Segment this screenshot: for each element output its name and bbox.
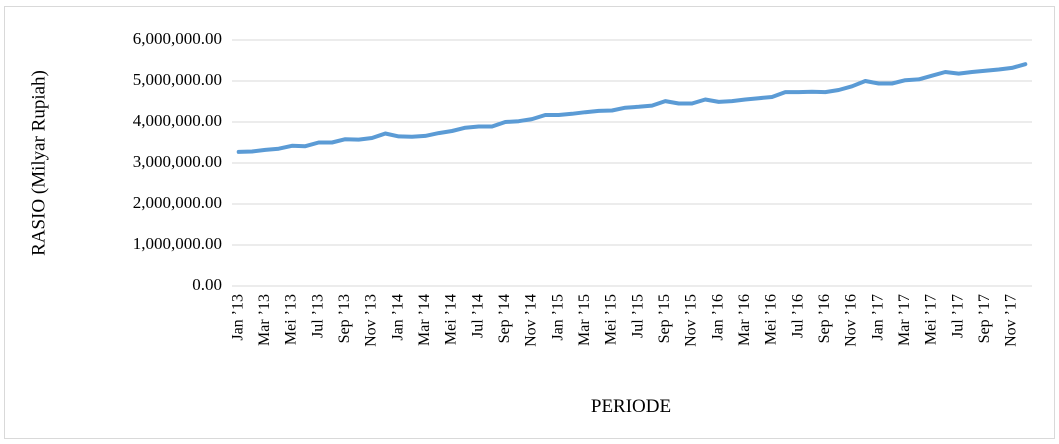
x-tick-label: Jul ’14 [469,294,486,338]
x-tick-label: Sep ’15 [656,294,673,343]
x-tick-label: Mar ’17 [896,294,913,346]
data-line [236,62,1028,154]
x-tick-label: Sep ’13 [336,294,353,343]
y-tick-label: 5,000,000.00 [133,70,222,89]
x-tick-label: Jan ’16 [709,294,726,341]
x-tick-label: Nov ’15 [683,294,700,347]
x-tick-label: Sep ’16 [816,294,833,343]
x-tick-label: Jul ’16 [789,294,806,338]
y-tick-label: 3,000,000.00 [133,152,222,171]
x-tick-label: Sep ’17 [976,294,993,343]
x-tick-label: Sep ’14 [496,294,513,343]
y-tick-label: 2,000,000.00 [133,193,222,212]
y-tick-label: 4,000,000.00 [133,111,222,130]
x-tick-label: Nov ’13 [363,294,380,347]
x-tick-label: Mar ’15 [576,294,593,346]
x-tick-label: Mei ’16 [763,294,780,345]
x-tick-label: Jan ’14 [389,294,406,341]
x-tick-label: Nov ’14 [523,294,540,347]
x-tick-label: Nov ’16 [843,294,860,347]
x-tick-label: Mei ’17 [923,294,940,345]
x-tick-label: Mei ’15 [603,294,620,345]
x-tick-label: Jul ’13 [309,294,326,338]
x-tick-label: Mar ’16 [736,294,753,346]
x-tick-label: Mar ’13 [256,294,273,346]
x-tick-label: Nov ’17 [1003,294,1020,347]
x-tick-label: Jan ’13 [229,294,246,341]
x-tick-label: Jul ’17 [949,294,966,338]
x-tick-label: Jan ’15 [549,294,566,341]
chart-border [4,6,1055,439]
x-tick-label: Jan ’17 [869,294,886,341]
x-tick-label: Mei ’14 [443,294,460,345]
y-tick-label: 1,000,000.00 [133,234,222,253]
y-tick-label: 0.00 [192,275,222,294]
x-tick-label: Jul ’15 [629,294,646,338]
x-tick-label: Mar ’14 [416,294,433,346]
y-tick-label: 6,000,000.00 [133,29,222,48]
x-tick-label: Mei ’13 [283,294,300,345]
y-axis-title: RASIO (Milyar Rupiah) [28,70,49,256]
x-axis-title: PERIODE [591,396,671,417]
